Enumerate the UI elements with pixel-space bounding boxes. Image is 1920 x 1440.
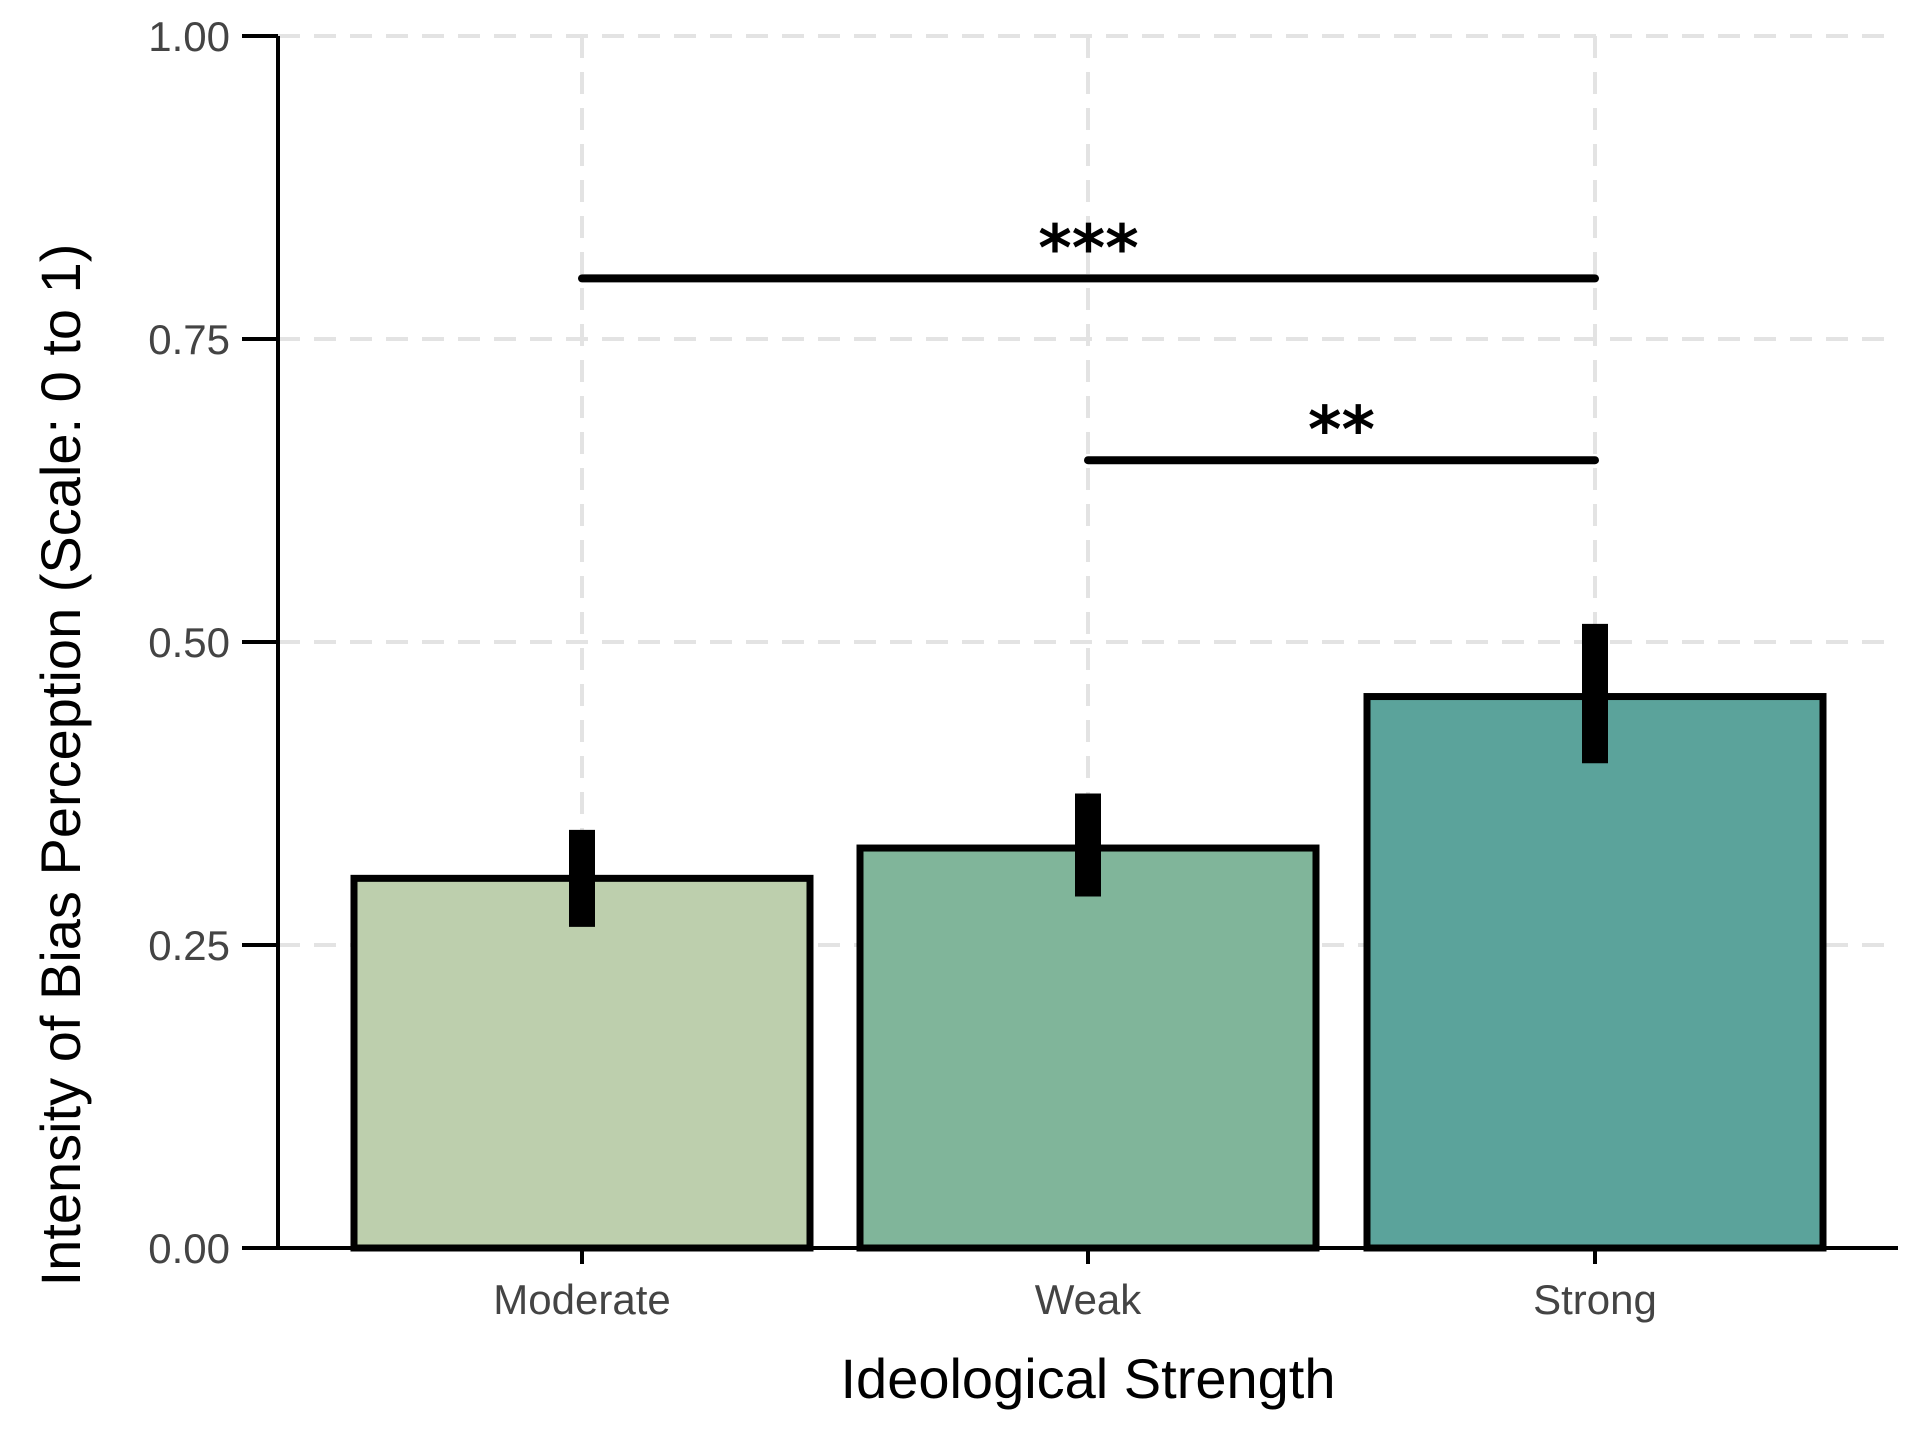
bar-strong [1363, 693, 1827, 1252]
y-axis-title: Intensity of Bias Perception (Scale: 0 t… [29, 244, 92, 1287]
x-tick-label-strong: Strong [1533, 1276, 1657, 1323]
bar-weak [856, 844, 1320, 1252]
significance-label-1: ** [1308, 394, 1375, 468]
y-tick-label-1: 0.25 [148, 922, 230, 969]
y-ticks: 0.00 0.25 0.50 0.75 1.00 [148, 13, 278, 1272]
y-tick-label-2: 0.50 [148, 619, 230, 666]
bars [350, 693, 1827, 1252]
y-tick-label-3: 0.75 [148, 316, 230, 363]
bar-moderate [350, 874, 814, 1252]
x-ticks: Moderate Weak Strong [493, 1248, 1657, 1323]
x-tick-label-weak: Weak [1035, 1276, 1143, 1323]
significance-label-0: *** [1038, 212, 1138, 286]
error-bars [569, 623, 1608, 927]
y-tick-label-4: 1.00 [148, 13, 230, 60]
x-tick-label-moderate: Moderate [493, 1276, 670, 1323]
y-tick-label-0: 0.00 [148, 1225, 230, 1272]
x-axis-title: Ideological Strength [840, 1347, 1335, 1410]
significance-brackets: ***** [578, 212, 1599, 468]
